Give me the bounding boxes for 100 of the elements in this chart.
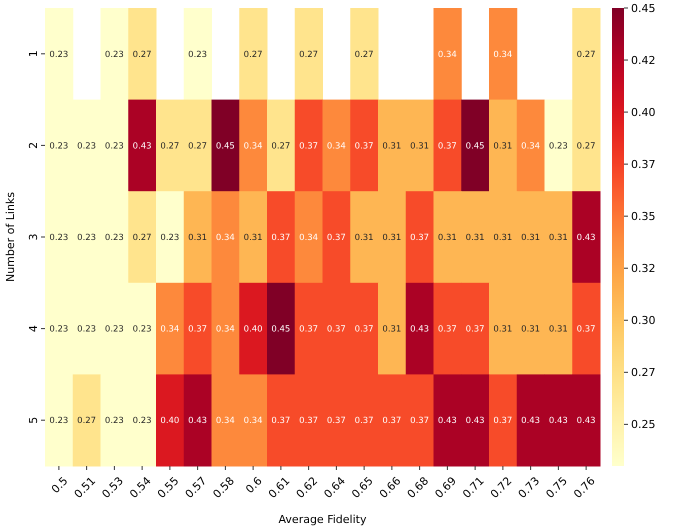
color-bar-label: 0.25 <box>631 418 656 432</box>
data-label: 0.23 <box>49 416 68 426</box>
data-label: 0.37 <box>382 416 402 426</box>
data-label: 0.43 <box>466 416 485 426</box>
data-label: 0.23 <box>132 324 152 335</box>
data-label: 0.31 <box>521 232 540 243</box>
data-label: 0.37 <box>438 141 457 152</box>
data-label: 0.31 <box>244 232 263 243</box>
data-label: 0.43 <box>410 324 430 335</box>
y-tick-label: 4 <box>27 325 40 332</box>
x-axis-title: Average Fidelity <box>278 513 367 526</box>
data-label: 0.27 <box>354 50 374 60</box>
data-label: 0.31 <box>382 324 402 335</box>
y-tick-label: 1 <box>27 50 40 58</box>
data-label: 0.23 <box>132 416 152 426</box>
data-label: 0.23 <box>49 232 68 243</box>
data-label: 0.23 <box>104 50 124 60</box>
data-label: 0.31 <box>438 232 457 243</box>
data-label: 0.27 <box>132 50 152 60</box>
data-label: 0.34 <box>244 416 263 426</box>
data-label: 0.27 <box>188 141 208 152</box>
data-label: 0.37 <box>326 232 346 243</box>
data-label: 0.31 <box>410 141 430 152</box>
data-label: 0.43 <box>521 416 540 426</box>
data-label: 0.23 <box>77 324 96 335</box>
y-tick-label: 2 <box>27 142 40 149</box>
data-label: 0.31 <box>493 141 512 152</box>
data-label: 0.40 <box>160 416 180 426</box>
data-label: 0.37 <box>299 416 318 426</box>
data-label: 0.23 <box>104 324 124 335</box>
data-label: 0.27 <box>576 50 596 60</box>
data-label: 0.31 <box>493 232 512 243</box>
data-label: 0.34 <box>160 324 180 335</box>
data-label: 0.40 <box>244 324 263 335</box>
color-bar-label: 0.42 <box>631 54 656 67</box>
data-label: 0.37 <box>438 324 457 335</box>
data-label: 0.27 <box>299 50 318 60</box>
data-label: 0.34 <box>216 416 235 426</box>
data-label: 0.23 <box>548 141 568 152</box>
data-label: 0.43 <box>438 416 457 426</box>
data-label: 0.37 <box>354 416 374 426</box>
color-bar-label: 0.45 <box>631 2 656 15</box>
data-label: 0.23 <box>104 141 124 152</box>
data-label: 0.34 <box>521 141 540 152</box>
data-label: 0.31 <box>548 232 568 243</box>
data-label: 0.37 <box>493 416 512 426</box>
data-label: 0.23 <box>77 141 96 152</box>
data-label: 0.31 <box>493 324 512 335</box>
data-label: 0.23 <box>77 232 96 243</box>
data-label: 0.37 <box>188 324 208 335</box>
data-label: 0.27 <box>244 50 263 60</box>
data-label: 0.43 <box>576 232 596 243</box>
data-label: 0.37 <box>271 232 290 243</box>
data-label: 0.34 <box>326 141 346 152</box>
y-tick-label: 3 <box>27 234 40 240</box>
data-label: 0.31 <box>548 324 568 335</box>
data-label: 0.37 <box>271 416 290 426</box>
data-label: 0.31 <box>382 141 402 152</box>
color-bar-label: 0.40 <box>631 106 656 119</box>
data-label: 0.23 <box>49 141 68 152</box>
data-label: 0.37 <box>354 141 374 152</box>
color-bar-label: 0.27 <box>631 366 656 380</box>
data-label: 0.37 <box>326 416 346 426</box>
data-label: 0.31 <box>354 232 374 243</box>
data-label: 0.34 <box>438 50 457 60</box>
data-label: 0.37 <box>299 141 318 152</box>
color-bar-label: 0.35 <box>631 210 656 224</box>
y-axis-title: Number of Links <box>4 192 17 282</box>
data-label: 0.37 <box>299 324 318 335</box>
data-label: 0.27 <box>576 141 596 152</box>
data-label: 0.45 <box>271 324 290 335</box>
data-label: 0.23 <box>104 232 124 243</box>
data-label: 0.37 <box>326 324 346 335</box>
data-label: 0.37 <box>410 232 430 243</box>
color-bar-label: 0.32 <box>631 262 656 276</box>
data-label: 0.45 <box>466 141 485 152</box>
data-label: 0.23 <box>49 324 68 335</box>
data-label: 0.37 <box>576 324 596 335</box>
data-label: 0.43 <box>576 416 596 426</box>
data-label: 0.34 <box>216 232 235 243</box>
data-label: 0.31 <box>466 232 485 243</box>
data-label: 0.37 <box>354 324 374 335</box>
data-label: 0.34 <box>493 50 512 60</box>
data-label: 0.23 <box>160 232 180 243</box>
data-label: 0.34 <box>299 232 318 243</box>
y-tick-label: 5 <box>27 416 40 424</box>
data-label: 0.34 <box>244 141 263 152</box>
color-bar-label: 0.37 <box>631 158 656 171</box>
data-label: 0.27 <box>160 141 180 152</box>
data-label: 0.37 <box>410 416 430 426</box>
data-label: 0.31 <box>188 232 208 243</box>
color-bar-label: 0.30 <box>631 314 656 328</box>
data-label: 0.31 <box>382 232 402 243</box>
data-label: 0.43 <box>548 416 568 426</box>
data-label: 0.34 <box>216 324 235 335</box>
data-label: 0.27 <box>271 141 290 152</box>
data-label: 0.43 <box>188 416 208 426</box>
x-tick-label: 0.5 <box>48 474 70 496</box>
data-label: 0.31 <box>521 324 540 335</box>
data-label: 0.27 <box>77 416 96 426</box>
